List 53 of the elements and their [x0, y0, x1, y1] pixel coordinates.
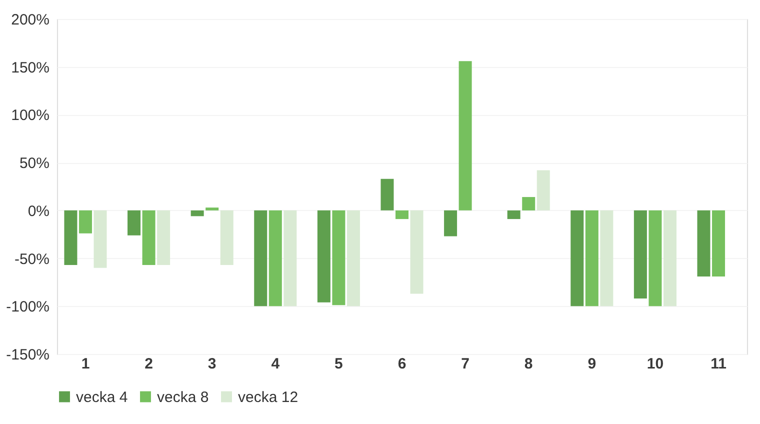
x-tick-label: 7: [461, 356, 470, 372]
bar: [634, 210, 647, 298]
bar: [284, 210, 297, 306]
x-tick-label: 8: [524, 356, 533, 372]
bar: [697, 210, 710, 276]
bar: [507, 210, 520, 220]
bar: [332, 210, 346, 306]
bar: [78, 210, 92, 234]
y-tick-label: 200%: [11, 12, 50, 28]
bar: [268, 210, 282, 306]
bar: [254, 210, 268, 306]
x-tick-label: 10: [646, 356, 664, 372]
y-tick-label: 50%: [19, 155, 50, 172]
y-tick-label: 0%: [28, 202, 50, 220]
legend-label: vecka 4: [76, 388, 128, 406]
y-tick-label: -50%: [14, 250, 50, 268]
x-tick-label: 1: [81, 356, 90, 372]
bar: [317, 210, 330, 302]
bar: [536, 170, 550, 210]
x-tick-label: 6: [398, 356, 406, 372]
bar: [190, 210, 204, 216]
y-tick-label: 150%: [11, 59, 50, 76]
bar: [157, 210, 170, 265]
bar: [444, 210, 458, 236]
x-tick-label: 9: [588, 356, 596, 372]
bar: [410, 210, 424, 294]
bar: [380, 178, 394, 210]
bar: [396, 210, 408, 220]
bar: [600, 210, 614, 306]
bar: [458, 61, 472, 210]
bar: [128, 210, 141, 236]
x-tick-label: 3: [208, 356, 216, 372]
legend-label: vecka 12: [238, 388, 298, 406]
x-tick-label: 4: [271, 356, 280, 372]
bar: [94, 210, 107, 268]
bar: [585, 210, 598, 306]
bar: [206, 208, 219, 210]
y-tick-label: 100%: [11, 107, 50, 124]
bar: [220, 210, 234, 265]
bar: [346, 210, 360, 306]
x-tick-label: 5: [334, 356, 343, 372]
x-tick-label: 2: [144, 356, 153, 372]
bar: [522, 197, 536, 210]
bar: [648, 210, 662, 306]
bar: [663, 210, 676, 306]
bar: [142, 210, 156, 265]
y-tick-label: -150%: [6, 346, 50, 364]
legend-label: vecka 8: [157, 388, 209, 406]
bar: [570, 210, 584, 306]
x-tick-label: 11: [710, 356, 726, 372]
y-tick-label: -100%: [6, 298, 50, 316]
bar: [712, 210, 726, 276]
bar: [64, 210, 78, 265]
